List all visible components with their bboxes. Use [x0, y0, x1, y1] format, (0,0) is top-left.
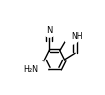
Text: NH: NH	[71, 32, 83, 40]
Text: N: N	[46, 26, 52, 35]
Text: H₂N: H₂N	[23, 65, 38, 74]
